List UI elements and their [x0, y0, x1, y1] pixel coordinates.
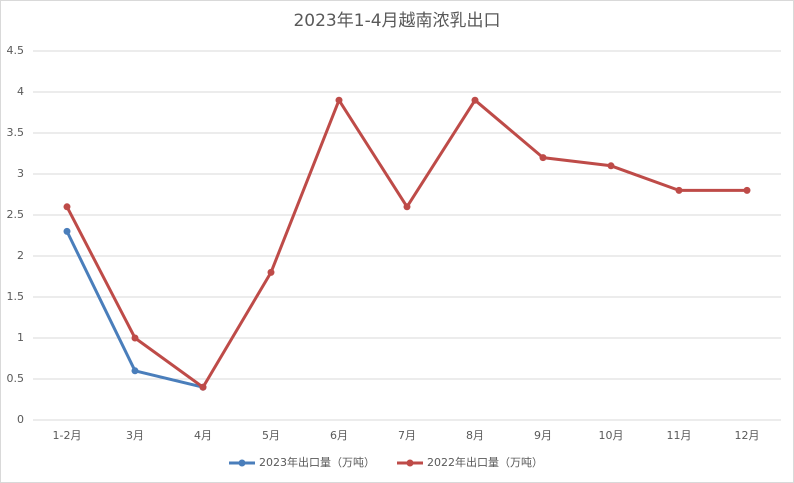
legend-marker — [238, 459, 246, 467]
x-tick-label: 7月 — [398, 429, 416, 442]
x-tick-label: 1-2月 — [53, 429, 82, 442]
y-tick-label: 2 — [17, 249, 24, 262]
point — [607, 162, 615, 170]
point — [403, 203, 411, 211]
point — [675, 186, 683, 194]
x-tick-label: 9月 — [534, 429, 552, 442]
y-tick-label: 0.5 — [7, 372, 25, 385]
x-tick-label: 4月 — [194, 429, 212, 442]
point — [743, 186, 751, 194]
y-tick-label: 3 — [17, 167, 24, 180]
x-tick-label: 3月 — [126, 429, 144, 442]
point — [131, 367, 139, 375]
y-tick-label: 3.5 — [7, 126, 25, 139]
x-tick-label: 11月 — [667, 429, 692, 442]
chart-title: 2023年1-4月越南浓乳出口 — [293, 11, 500, 31]
x-tick-label: 12月 — [735, 429, 760, 442]
y-tick-label: 1 — [17, 331, 24, 344]
x-tick-label: 8月 — [466, 429, 484, 442]
point — [267, 268, 275, 276]
y-tick-label: 4.5 — [7, 44, 25, 57]
point — [131, 334, 139, 342]
x-tick-label: 5月 — [262, 429, 280, 442]
legend-label: 2023年出口量（万吨） — [259, 455, 375, 469]
legend-marker — [406, 459, 414, 467]
point — [335, 96, 343, 104]
y-tick-label: 4 — [17, 85, 24, 98]
point — [199, 383, 207, 391]
point — [471, 96, 479, 104]
y-tick-label: 0 — [17, 413, 24, 426]
point — [539, 154, 547, 162]
legend-label: 2022年出口量（万吨） — [427, 455, 543, 469]
y-tick-label: 2.5 — [7, 208, 25, 221]
point — [63, 227, 71, 235]
x-tick-label: 6月 — [330, 429, 348, 442]
x-tick-label: 10月 — [599, 429, 624, 442]
point — [63, 203, 71, 211]
y-tick-label: 1.5 — [7, 290, 25, 303]
